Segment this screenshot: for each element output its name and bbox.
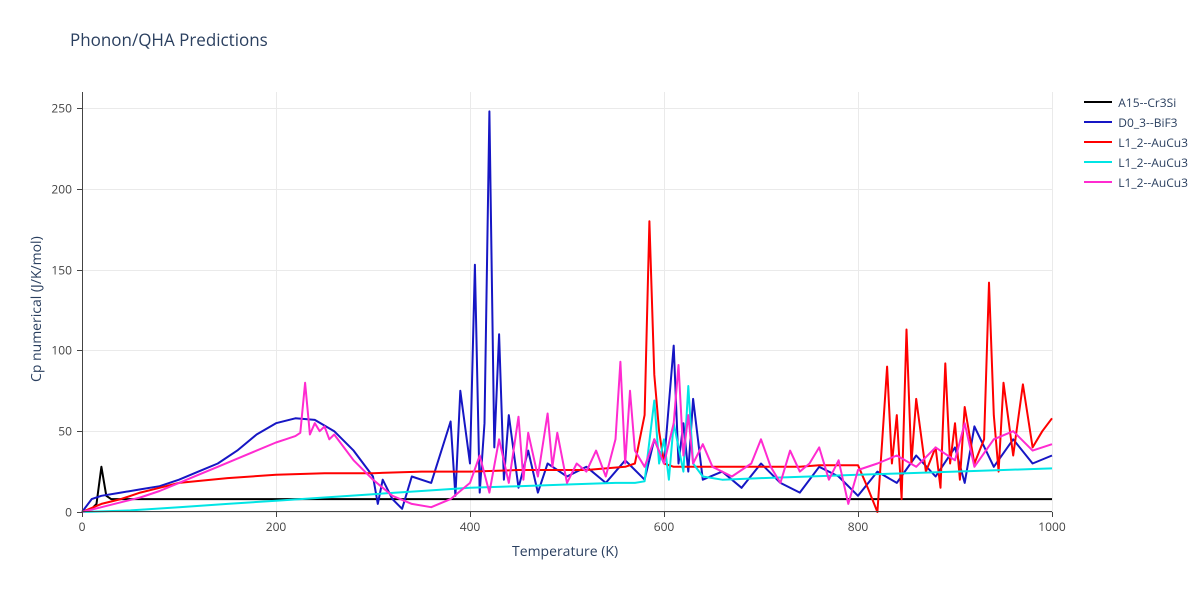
x-tick-label: 800 (848, 518, 869, 535)
y-tick-label: 100 (0, 342, 72, 359)
legend: A15--Cr3Si D0_3--BiF3 L1_2--AuCu3 L1_2--AuC… (1084, 92, 1188, 192)
y-tick (77, 512, 82, 513)
legend-label: D0_3--BiF3 (1118, 114, 1177, 131)
series-line[interactable] (82, 362, 1052, 512)
x-tick-label: 1000 (1038, 518, 1065, 535)
x-tick (664, 512, 665, 517)
y-tick (77, 431, 82, 432)
x-tick (470, 512, 471, 517)
x-axis-title: Temperature (K) (512, 542, 618, 561)
data-lines (82, 92, 1052, 512)
x-tick (858, 512, 859, 517)
legend-swatch (1084, 121, 1112, 123)
y-tick (77, 350, 82, 351)
chart-root: { "title": "Phonon/QHA Predictions", "xa… (0, 0, 1200, 600)
legend-label: L1_2--AuCu3 (1118, 154, 1188, 171)
y-tick-label: 250 (0, 100, 72, 117)
legend-swatch (1084, 141, 1112, 143)
legend-label: L1_2--AuCu3 (1118, 174, 1188, 191)
series-line[interactable] (82, 111, 1052, 512)
y-tick (77, 189, 82, 190)
legend-swatch (1084, 181, 1112, 183)
y-tick-label: 50 (0, 423, 72, 440)
legend-item[interactable]: L1_2--AuCu3 (1084, 172, 1188, 192)
gridline-h (82, 512, 1052, 513)
x-tick-label: 200 (266, 518, 287, 535)
x-tick (1052, 512, 1053, 517)
legend-item[interactable]: D0_3--BiF3 (1084, 112, 1188, 132)
legend-label: L1_2--AuCu3 (1118, 134, 1188, 151)
y-tick (77, 108, 82, 109)
legend-swatch (1084, 161, 1112, 163)
plot-area[interactable] (82, 92, 1052, 512)
y-tick-label: 200 (0, 180, 72, 197)
x-tick (82, 512, 83, 517)
y-axis-line (82, 92, 83, 512)
chart-title: Phonon/QHA Predictions (70, 28, 268, 51)
legend-label: A15--Cr3Si (1118, 94, 1176, 111)
y-tick (77, 270, 82, 271)
y-tick-label: 150 (0, 261, 72, 278)
gridline-v (1052, 92, 1053, 512)
y-tick-label: 0 (0, 504, 72, 521)
legend-swatch (1084, 101, 1112, 103)
legend-item[interactable]: A15--Cr3Si (1084, 92, 1188, 112)
y-axis-title: Cp numerical (J/K/mol) (27, 236, 46, 382)
x-tick-label: 0 (79, 518, 86, 535)
x-tick-label: 600 (654, 518, 675, 535)
x-tick (276, 512, 277, 517)
x-tick-label: 400 (460, 518, 481, 535)
x-axis-line (82, 511, 1052, 512)
series-line[interactable] (82, 386, 1052, 512)
legend-item[interactable]: L1_2--AuCu3 (1084, 132, 1188, 152)
legend-item[interactable]: L1_2--AuCu3 (1084, 152, 1188, 172)
